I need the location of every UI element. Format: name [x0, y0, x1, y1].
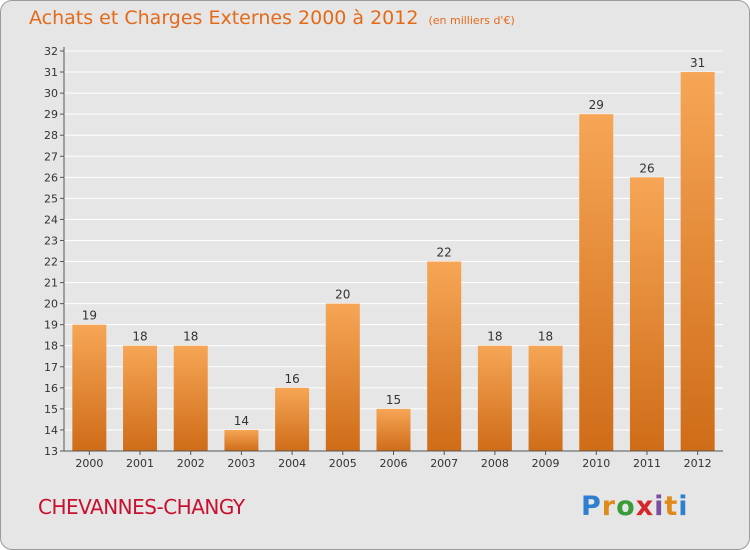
y-tick-label: 14	[44, 424, 58, 437]
bar	[123, 345, 158, 451]
bar	[680, 72, 715, 451]
y-tick-label: 15	[44, 403, 58, 416]
commune-name: CHEVANNES-CHANGY	[38, 495, 245, 519]
logo-letter: t	[664, 491, 679, 522]
y-tick-label: 31	[44, 66, 58, 79]
x-tick-label: 2012	[684, 457, 712, 470]
y-tick-label: 26	[44, 171, 58, 184]
y-tick-label: 23	[44, 234, 58, 247]
bar	[224, 429, 259, 451]
x-tick-label: 2006	[380, 457, 408, 470]
chart-unit: (en milliers d'€)	[428, 14, 515, 27]
bar-value-label: 20	[335, 288, 350, 302]
chart-title-text: Achats et Charges Externes 2000 à 2012	[29, 7, 419, 29]
x-tick-label: 2007	[430, 457, 458, 470]
logo-letter: P	[581, 491, 602, 522]
bar	[72, 324, 107, 451]
logo-letter: o	[616, 491, 636, 522]
y-tick-label: 16	[44, 382, 58, 395]
bar	[427, 261, 462, 451]
y-tick-label: 22	[44, 256, 58, 269]
y-tick-label: 27	[44, 150, 58, 163]
y-tick-label: 29	[44, 108, 58, 121]
chart-title: Achats et Charges Externes 2000 à 2012 (e…	[29, 7, 515, 29]
x-tick-label: 2004	[278, 457, 306, 470]
x-tick-label: 2001	[126, 457, 154, 470]
x-tick-label: 2003	[227, 457, 255, 470]
y-tick-label: 21	[44, 277, 58, 290]
x-tick-label: 2008	[481, 457, 509, 470]
bar-value-label: 26	[639, 161, 654, 175]
x-tick-label: 2009	[532, 457, 560, 470]
bar-value-label: 18	[132, 330, 147, 344]
bar	[173, 345, 208, 451]
logo-letter: x	[635, 491, 655, 522]
x-tick-label: 2010	[582, 457, 610, 470]
logo-letter: r	[601, 491, 617, 522]
bar	[629, 177, 664, 451]
bar-value-label: 22	[437, 246, 452, 260]
y-tick-label: 28	[44, 129, 58, 142]
bar-value-label: 18	[183, 330, 198, 344]
bar	[528, 345, 563, 451]
bar	[325, 303, 360, 451]
x-tick-label: 2005	[329, 457, 357, 470]
y-tick-label: 30	[44, 87, 58, 100]
bar-value-label: 19	[82, 309, 97, 323]
y-tick-label: 19	[44, 319, 58, 332]
logo-letter: i	[678, 491, 689, 522]
y-tick-label: 13	[44, 445, 58, 458]
y-tick-label: 20	[44, 298, 58, 311]
logo-letter: i	[654, 491, 665, 522]
y-tick-label: 25	[44, 192, 58, 205]
y-tick-label: 24	[44, 213, 58, 226]
bar	[477, 345, 512, 451]
x-tick-label: 2000	[75, 457, 103, 470]
bar-value-label: 29	[589, 98, 604, 112]
bar	[376, 408, 411, 451]
bar-value-label: 15	[386, 393, 401, 407]
x-tick-label: 2002	[177, 457, 205, 470]
bar-value-label: 18	[538, 330, 553, 344]
y-tick-label: 18	[44, 340, 58, 353]
bar-value-label: 18	[487, 330, 502, 344]
bar	[275, 387, 310, 451]
bar-value-label: 31	[690, 56, 705, 70]
proxiti-logo[interactable]: Proxiti	[581, 491, 689, 522]
y-tick-label: 17	[44, 361, 58, 374]
bar	[579, 114, 614, 451]
y-tick-label: 32	[44, 45, 58, 58]
x-tick-label: 2011	[633, 457, 661, 470]
bar-value-label: 16	[284, 372, 299, 386]
bar-value-label: 14	[234, 414, 249, 428]
